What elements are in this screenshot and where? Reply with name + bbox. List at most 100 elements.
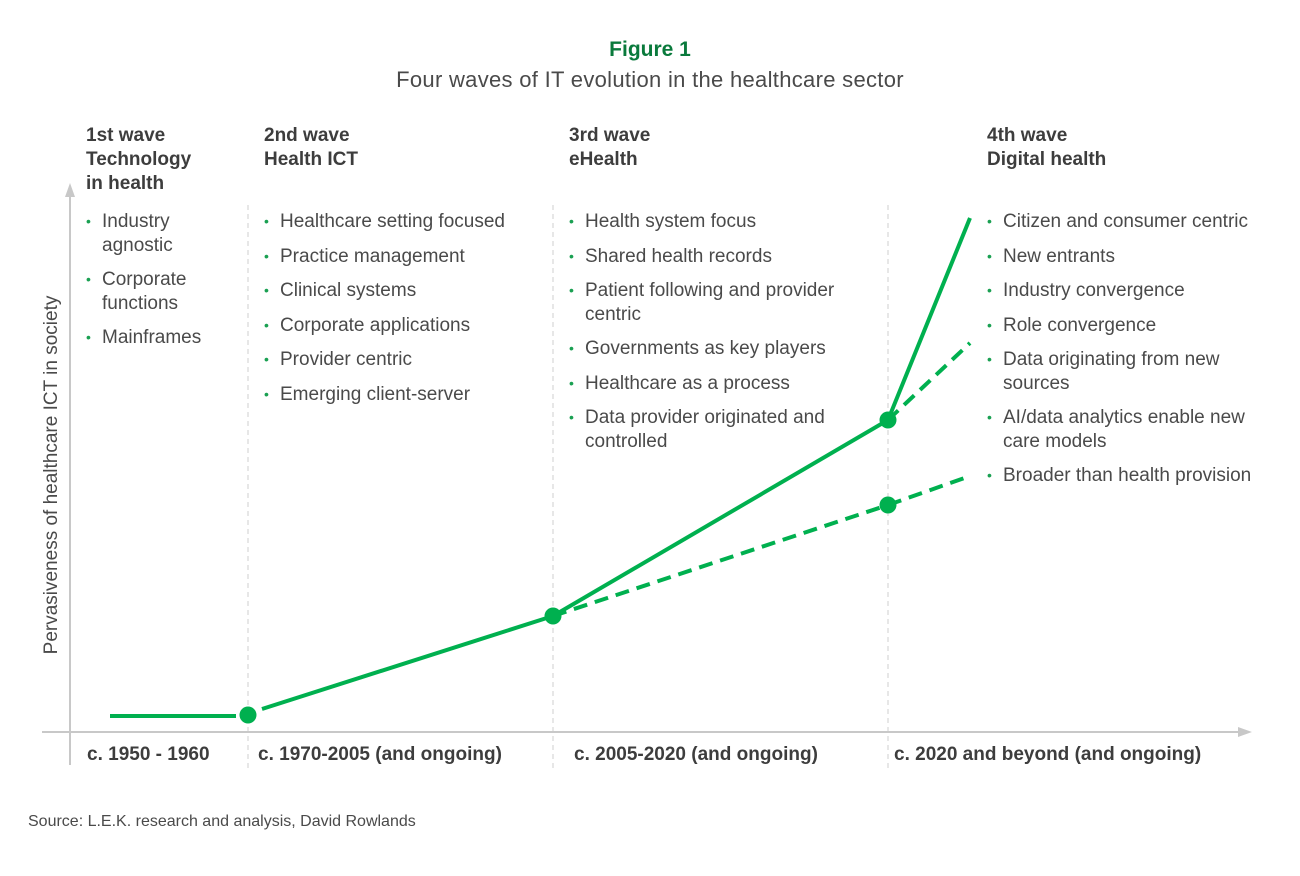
wave-heading-line: Technology (86, 149, 192, 170)
bullet-icon: • (569, 247, 574, 264)
bullet-item: • AI/data analytics enable new care model… (987, 406, 1277, 453)
period-label: c. 2020 and beyond (and ongoing) (894, 744, 1202, 765)
bullet-icon: • (264, 247, 269, 264)
wave-heading: 3rd wave eHealth (569, 124, 650, 172)
bullet-text: Citizen and consumer centric (1003, 211, 1248, 232)
bullet-icon: • (987, 467, 992, 483)
bullet-item: • Citizen and consumer centric (987, 210, 1277, 234)
bullet-item: • Corporate applications (264, 314, 544, 338)
figure-label: Figure 1 (609, 38, 691, 61)
period-label: c. 1950 - 1960 (87, 744, 210, 765)
bullet-icon: • (86, 329, 91, 345)
trend-line-dashed (886, 341, 972, 422)
wave-heading-line: 1st wave (86, 125, 166, 146)
wave-heading: 4th wave Digital health (987, 124, 1106, 172)
wave-heading: 2nd wave Health ICT (264, 124, 358, 172)
wave-heading-line: 2nd wave (264, 125, 350, 146)
bullet-text: Role convergence (1003, 314, 1157, 336)
bullet-text: Provider centric (280, 349, 412, 370)
bullet-text: Industry convergence (1003, 280, 1185, 301)
wave-heading-line: in health (86, 173, 165, 194)
period-label: c. 2005-2020 (and ongoing) (574, 744, 818, 765)
bullet-icon: • (987, 247, 992, 264)
bullet-text: Corporate functions (102, 269, 187, 314)
wave-heading-line: 4th wave (987, 125, 1068, 146)
bullet-text: Healthcare as a process (585, 372, 790, 394)
bullet-item: • Governments as key players (569, 337, 889, 361)
bullet-text: Emerging client-server (280, 383, 471, 405)
bullet-item: • Industry convergence (987, 279, 1277, 303)
y-axis-arrow-icon (65, 183, 75, 197)
bullet-text: Broader than health provision (1003, 465, 1252, 486)
bullet-text: Clinical systems (280, 280, 417, 301)
bullet-icon: • (569, 409, 574, 425)
bullet-icon: • (987, 213, 992, 229)
bullet-item: • Healthcare setting focused (264, 210, 544, 234)
wave-bullet-list: • Industry agnostic • Corporate functions • M… (86, 210, 236, 361)
bullet-item: • Broader than health provision (987, 464, 1277, 488)
wave-heading: 1st wave Technology in health (86, 124, 191, 196)
figure-title: Four waves of IT evolution in the health… (396, 67, 904, 92)
bullet-icon: • (569, 213, 574, 229)
bullet-item: • Emerging client-server (264, 383, 544, 407)
bullet-icon: • (569, 374, 574, 391)
trend-line-solid (261, 614, 554, 711)
bullet-item: • Industry agnostic (86, 210, 236, 257)
bullet-item: • New entrants (987, 245, 1277, 269)
bullet-item: • Shared health records (569, 245, 889, 269)
period-label: c. 1970-2005 (and ongoing) (258, 744, 502, 765)
bullet-item: • Data provider originated and controlled (569, 406, 889, 453)
bullet-text: Data provider originated and controlled (585, 407, 825, 452)
x-axis-arrow-icon (1238, 727, 1252, 737)
wave-transition-point (544, 607, 562, 625)
bullet-icon: • (987, 409, 992, 425)
bullet-item: • Provider centric (264, 348, 544, 372)
bullet-text: Health system focus (585, 211, 757, 232)
wave-bullet-list: • Healthcare setting focused • Practice man… (264, 210, 544, 417)
wave-heading-line: 3rd wave (569, 125, 651, 146)
bullet-icon: • (264, 385, 269, 402)
bullet-text: Industry agnostic (102, 211, 173, 256)
wave-heading-line: Digital health (987, 149, 1107, 170)
bullet-text: AI/data analytics enable new care models (1003, 407, 1245, 452)
bullet-icon: • (987, 351, 992, 367)
bullet-item: • Role convergence (987, 314, 1277, 338)
bullet-item: • Practice management (264, 245, 544, 269)
y-axis-label: Pervasiveness of healthcare ICT in socie… (41, 295, 62, 655)
trend-line-solid (886, 217, 972, 421)
bullet-text: Shared health records (585, 245, 772, 267)
bullet-icon: • (569, 340, 574, 356)
bullet-icon: • (569, 282, 574, 298)
bullet-icon: • (86, 213, 91, 229)
bullet-text: New entrants (1003, 245, 1115, 267)
trend-line-solid (551, 418, 890, 618)
bullet-icon: • (264, 282, 269, 298)
wave-heading-line: eHealth (569, 149, 638, 170)
bullet-item: • Healthcare as a process (569, 372, 889, 396)
bullet-text: Patient following and provider centric (585, 280, 835, 325)
bullet-text: Healthcare setting focused (280, 211, 505, 232)
bullet-icon: • (264, 316, 269, 333)
bullet-icon: • (264, 213, 269, 229)
bullet-item: • Data originating from new sources (987, 348, 1277, 395)
bullet-item: • Health system focus (569, 210, 889, 234)
bullet-item: • Mainframes (86, 326, 236, 350)
bullet-text: Data originating from new sources (1003, 349, 1220, 394)
bullet-icon: • (264, 351, 269, 367)
bullet-text: Practice management (280, 245, 465, 267)
bullet-icon: • (86, 271, 91, 287)
source-note: Source: L.E.K. research and analysis, Da… (28, 813, 416, 830)
bullet-text: Corporate applications (280, 314, 471, 336)
wave-bullet-list: • Citizen and consumer centric • New entran… (987, 210, 1277, 499)
wave-transition-point (879, 411, 897, 429)
bullet-text: Mainframes (102, 327, 202, 348)
wave-bullet-list: • Health system focus • Shared health recor… (569, 210, 889, 464)
wave-transition-point (239, 706, 257, 724)
bullet-icon: • (987, 282, 992, 298)
bullet-text: Governments as key players (585, 338, 826, 359)
bullet-item: • Corporate functions (86, 268, 236, 315)
trend-line-dashed (552, 503, 889, 618)
wave-heading-line: Health ICT (264, 149, 358, 170)
